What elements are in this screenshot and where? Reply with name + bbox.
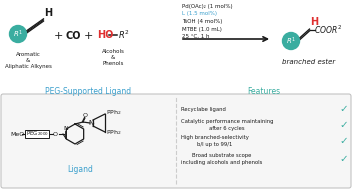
FancyBboxPatch shape (1, 94, 351, 188)
Text: L (1.5 mol%): L (1.5 mol%) (182, 12, 217, 16)
Text: H: H (44, 8, 53, 18)
Text: Catalytic performance maintaining
after 6 cycles: Catalytic performance maintaining after … (181, 119, 274, 131)
Text: PPh$_2$: PPh$_2$ (106, 108, 122, 117)
Text: ✓: ✓ (339, 104, 348, 114)
Text: High branched-selectivity
b/l up to 99/1: High branched-selectivity b/l up to 99/1 (181, 135, 249, 147)
Text: Features: Features (247, 87, 281, 96)
Text: O: O (82, 113, 88, 118)
Text: PEG$_{2000}$: PEG$_{2000}$ (26, 129, 48, 139)
Text: MeO: MeO (10, 132, 24, 136)
Text: PEG-Supported Ligand: PEG-Supported Ligand (45, 87, 131, 96)
Text: N: N (88, 120, 94, 126)
Text: branched ester: branched ester (282, 59, 335, 65)
Text: CO: CO (65, 31, 81, 41)
Text: ✓: ✓ (339, 136, 348, 146)
Text: +: + (53, 31, 63, 41)
Circle shape (283, 33, 300, 50)
Text: PPh$_2$: PPh$_2$ (106, 129, 122, 137)
Text: O: O (53, 132, 58, 136)
Text: Aromatic
&
Aliphatic Alkynes: Aromatic & Aliphatic Alkynes (5, 52, 51, 69)
Text: H: H (310, 17, 319, 27)
Text: N: N (63, 125, 68, 130)
Text: $COOR^2$: $COOR^2$ (314, 24, 343, 36)
Text: +: + (83, 31, 93, 41)
Text: MTBE (1.0 mL): MTBE (1.0 mL) (182, 26, 222, 32)
Text: Recyclabe ligand: Recyclabe ligand (181, 106, 226, 112)
Text: HO: HO (97, 30, 113, 40)
Text: 25 °C, 1 h: 25 °C, 1 h (182, 34, 209, 39)
Text: TsOH (4 mol%): TsOH (4 mol%) (182, 19, 222, 24)
Text: ✓: ✓ (339, 154, 348, 164)
Text: Alcohols
&
Phenols: Alcohols & Phenols (102, 49, 125, 66)
Text: ✓: ✓ (339, 120, 348, 130)
Text: Broad substrate scope
including alcohols and phenols: Broad substrate scope including alcohols… (181, 153, 262, 165)
Text: Pd(OAc)₂ (1 mol%): Pd(OAc)₂ (1 mol%) (182, 4, 233, 9)
Text: $R^1$: $R^1$ (13, 28, 23, 40)
FancyBboxPatch shape (25, 130, 49, 138)
Text: $R^1$: $R^1$ (286, 35, 296, 47)
Text: $R^2$: $R^2$ (118, 29, 130, 41)
Circle shape (10, 26, 26, 43)
Text: Ligand: Ligand (67, 164, 93, 174)
